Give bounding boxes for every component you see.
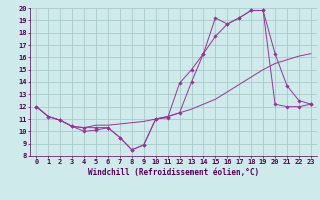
X-axis label: Windchill (Refroidissement éolien,°C): Windchill (Refroidissement éolien,°C) bbox=[88, 168, 259, 177]
